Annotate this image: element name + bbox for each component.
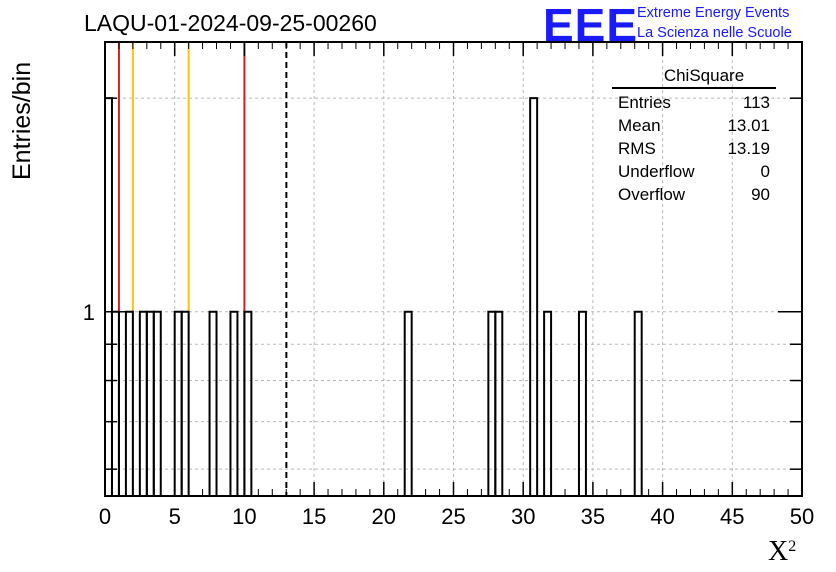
- reference-lines: [117, 42, 288, 496]
- stats-box: ChiSquare Entries 113 Mean 13.01 RMS 13.…: [612, 66, 776, 206]
- x-tick-label: 15: [302, 504, 326, 529]
- stats-label: Underflow: [618, 162, 695, 181]
- x-tick-label: 45: [720, 504, 744, 529]
- histogram-bin: [124, 310, 134, 496]
- x-tick-label: 35: [581, 504, 605, 529]
- stats-label: Mean: [618, 116, 661, 135]
- plot-frame: [104, 41, 803, 497]
- logo-line-1: Extreme Energy Events: [637, 5, 790, 21]
- eee-logo: EEE Extreme Energy Events La Scienza nel…: [543, 0, 833, 51]
- stats-value: 13.01: [727, 116, 770, 135]
- stats-label: RMS: [618, 139, 656, 158]
- stats-label: Entries: [618, 93, 671, 112]
- tick-labels: 0 5 10 15 20 25 30 35 40 45 50 1: [83, 300, 814, 529]
- stats-label: Overflow: [618, 185, 686, 204]
- histogram-bin: [243, 310, 253, 496]
- histogram-bin: [494, 310, 504, 496]
- logo-line-2: La Scienza nelle Scuole: [637, 25, 792, 41]
- histogram-bin: [152, 310, 162, 496]
- histogram-bin: [208, 310, 218, 496]
- histogram-bin: [403, 310, 413, 496]
- stats-value: 113: [742, 93, 770, 112]
- stats-row-underflow: Underflow 0: [612, 160, 776, 183]
- histogram-bin: [173, 310, 183, 496]
- y-tick-label: 1: [83, 300, 95, 325]
- histogram-outline: [104, 97, 643, 496]
- histogram-bin: [543, 310, 553, 496]
- histogram-bin: [229, 310, 239, 496]
- stats-row-rms: RMS 13.19: [612, 137, 776, 160]
- x-tick-label: 25: [441, 504, 465, 529]
- stats-title: ChiSquare: [612, 66, 776, 89]
- stats-value: 0: [760, 162, 770, 181]
- x-tick-label: 40: [650, 504, 674, 529]
- histogram-bin: [487, 310, 497, 496]
- stats-row-overflow: Overflow 90: [612, 183, 776, 206]
- stats-row-entries: Entries 113: [612, 91, 776, 114]
- histogram-bin: [104, 97, 113, 496]
- chart-title: LAQU-01-2024-09-25-00260: [84, 10, 377, 36]
- histogram-bin: [633, 310, 643, 496]
- y-axis-label: Entries/bin: [8, 61, 36, 180]
- histogram-bin: [138, 310, 148, 496]
- x-tick-label: 0: [99, 504, 111, 529]
- stats-value: 90: [751, 185, 770, 204]
- x-axis-label-text: X: [768, 536, 789, 567]
- histogram-bin: [529, 97, 539, 496]
- x-axis-label-superscript: 2: [788, 538, 797, 555]
- x-tick-label: 50: [790, 504, 814, 529]
- histogram-bin: [577, 310, 587, 496]
- x-tick-label: 30: [511, 504, 535, 529]
- histogram-bin: [110, 310, 120, 496]
- x-tick-label: 5: [169, 504, 181, 529]
- x-tick-label: 10: [232, 504, 256, 529]
- histogram-bin: [180, 310, 190, 496]
- stats-value: 13.19: [727, 139, 770, 158]
- stats-row-mean: Mean 13.01: [612, 114, 776, 137]
- x-axis-label: X2: [768, 536, 796, 568]
- histogram-bin: [145, 310, 155, 496]
- x-tick-label: 20: [372, 504, 396, 529]
